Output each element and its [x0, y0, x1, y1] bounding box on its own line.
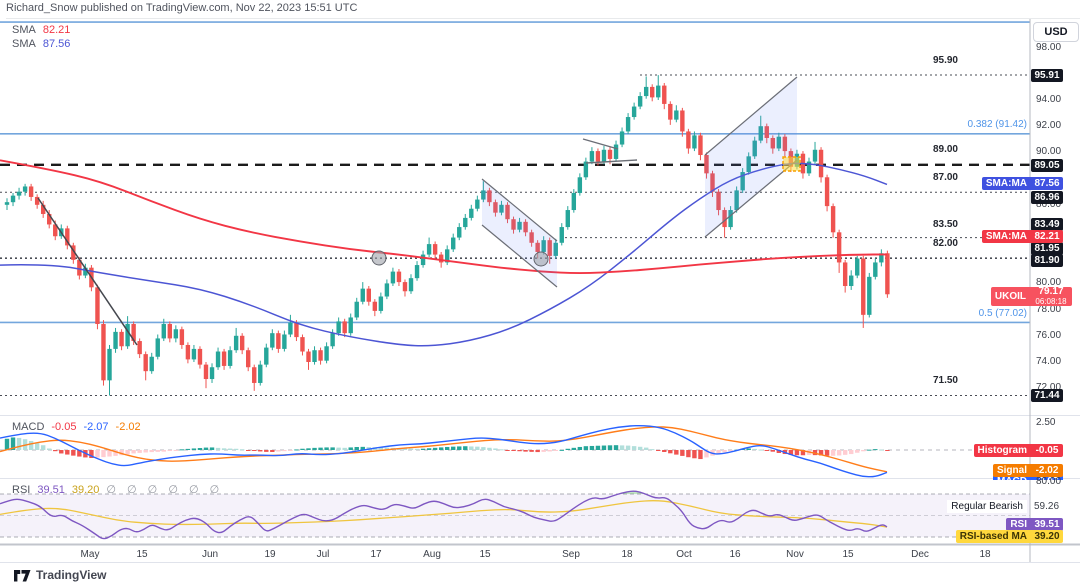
rsi-axis-badge: RSI-based MA 39.20 — [955, 529, 1063, 543]
tradingview-wordmark: TradingView — [36, 568, 107, 582]
price-level-axis-badge: 89.05 — [1031, 158, 1063, 172]
price-level-axis-badge: 81.90 — [1031, 253, 1063, 267]
fib-05-label[interactable]: 0.5 (77.02) — [978, 308, 1027, 319]
macd-badge-value: -2.07 — [1031, 475, 1063, 480]
macd-axis-tick: 2.50 — [1036, 417, 1056, 428]
macd-badge-tag: Histogram — [973, 443, 1031, 457]
sma-badge-tag: SMA:MA — [981, 229, 1031, 243]
macd-pane[interactable] — [0, 424, 1030, 478]
price-level-text-label: 82.00 — [932, 238, 958, 249]
rsi-badge-value: 39.51 — [1031, 517, 1063, 531]
horizontal-level-lines[interactable] — [0, 74, 1030, 397]
rsi-badge-tag: RSI — [1006, 517, 1031, 531]
fib-0382-label[interactable]: 0.382 (91.42) — [967, 119, 1028, 130]
rsi-badge-tag: RSI-based MA — [955, 529, 1031, 543]
symbol-last-price-badge: UKOIL 79.17 06:08:18 — [990, 285, 1072, 306]
fib-retracement-lines[interactable] — [0, 21, 1030, 324]
time-axis-label[interactable]: Sep — [562, 549, 580, 560]
time-axis-label[interactable]: 18 — [621, 549, 633, 560]
macd-badge-tag: MACD — [993, 475, 1031, 480]
rsi-axis-tick: 80.00 — [1036, 476, 1062, 487]
time-axis-label[interactable]: May — [80, 549, 100, 560]
divergence-label[interactable]: Regular Bearish — [947, 499, 1027, 513]
time-axis-label[interactable]: 19 — [264, 549, 276, 560]
price-level-axis-badge: 71.44 — [1031, 388, 1063, 402]
price-axis-tick: 98.00 — [1036, 42, 1062, 53]
time-axis-label[interactable]: Nov — [786, 549, 804, 560]
macd-axis-badge-clipped: MACD-2.07 — [993, 475, 1063, 480]
time-axis-label[interactable]: 15 — [479, 549, 491, 560]
macd-badge-value: -2.02 — [1031, 463, 1063, 477]
rsi-axis-badge: RSI 39.51 — [1006, 517, 1063, 531]
pane-separators — [0, 19, 1080, 563]
time-axis-label[interactable]: Dec — [911, 549, 929, 560]
price-level-axis-badge: 83.49 — [1031, 217, 1063, 231]
price-level-text-label: 83.50 — [932, 219, 958, 230]
sma-axis-badge: SMA:MA 87.56 — [981, 176, 1063, 190]
price-axis-tick: 80.00 — [1036, 277, 1062, 288]
rsi-legend-title: RSI — [12, 484, 31, 496]
time-axis-label[interactable]: Jul — [316, 549, 330, 560]
sma-axis-badge: SMA:MA 82.21 — [981, 229, 1063, 243]
price-axis-tick: 72.00 — [1036, 382, 1062, 393]
rsi-pane[interactable] — [0, 490, 1030, 540]
chart-drawings[interactable] — [37, 76, 801, 346]
sma-slow-legend-value: 87.56 — [42, 38, 71, 50]
time-axis-label[interactable]: 18 — [979, 549, 991, 560]
currency-toggle-button[interactable]: USD — [1033, 22, 1079, 42]
tradingview-attribution[interactable]: TradingView — [14, 568, 106, 582]
sma-fast-legend-value: 82.21 — [42, 24, 71, 36]
symbol-badge-price: 79.17 — [1038, 285, 1064, 297]
price-axis-tick: 76.00 — [1036, 330, 1062, 341]
rsi-badge-value: 39.20 — [1031, 529, 1063, 543]
sma-badge-value: 82.21 — [1031, 229, 1063, 243]
price-axis-tick: 78.00 — [1036, 304, 1062, 315]
price-level-text-label: 87.00 — [932, 172, 958, 183]
macd-legend-title: MACD — [12, 421, 45, 433]
rsi-value: 39.51 — [37, 484, 65, 496]
macd-hist-value: -0.05 — [51, 421, 77, 433]
rsi-empty-inputs: ∅ ∅ ∅ ∅ ∅ ∅ — [106, 484, 224, 496]
time-axis-label[interactable]: Jun — [201, 549, 219, 560]
price-level-text-label: 71.50 — [932, 375, 958, 386]
price-axis-tick: 74.00 — [1036, 356, 1062, 367]
divergence-axis-value: 59.26 — [1034, 500, 1060, 512]
price-axis-tick: 90.00 — [1036, 146, 1062, 157]
sma-badge-value: 87.56 — [1031, 176, 1063, 190]
tradingview-logo-icon — [14, 569, 31, 581]
time-axis-label[interactable]: 15 — [136, 549, 148, 560]
macd-axis-badge: Signal -2.02 — [992, 463, 1063, 477]
symbol-badge-tag: UKOIL — [994, 290, 1026, 302]
price-level-axis-badge: 86.96 — [1031, 190, 1063, 204]
symbol-badge-countdown: 06:08:18 — [1035, 296, 1067, 306]
macd-line-value: -2.07 — [83, 421, 109, 433]
macd-signal-value: -2.02 — [115, 421, 141, 433]
sma-badge-tag: SMA:MA — [981, 176, 1031, 190]
price-level-axis-badge: 95.91 — [1031, 68, 1063, 82]
price-level-text-label: 95.90 — [932, 55, 958, 66]
time-axis-label[interactable]: 15 — [842, 549, 854, 560]
macd-axis-badge: Histogram -0.05 — [973, 443, 1063, 457]
macd-legend[interactable]: MACD -0.05 -2.07 -2.02 — [12, 421, 148, 433]
price-level-text-label: 89.00 — [932, 144, 958, 155]
publish-byline: Richard_Snow published on TradingView.co… — [6, 2, 1080, 19]
time-axis-label[interactable]: Aug — [423, 549, 441, 560]
price-level-axis-badge: 81.95 — [1031, 241, 1063, 255]
rsi-ma-value: 39.20 — [71, 484, 100, 496]
sma-slow-legend-label: SMA — [12, 38, 36, 50]
time-axis-label[interactable]: 17 — [370, 549, 382, 560]
macd-badge-value: -0.05 — [1031, 443, 1063, 457]
sma-fast-legend-label: SMA — [12, 24, 36, 36]
price-axis-tick: 92.00 — [1036, 120, 1062, 131]
time-axis-label[interactable]: 16 — [729, 549, 741, 560]
sma-slow-legend[interactable]: SMA 87.56 — [12, 38, 77, 50]
price-axis-tick: 86.00 — [1036, 199, 1062, 210]
sma-fast-legend[interactable]: SMA 82.21 — [12, 24, 77, 36]
macd-badge-tag: Signal — [992, 463, 1031, 477]
time-axis-label[interactable]: Oct — [676, 549, 692, 560]
rsi-legend[interactable]: RSI 39.51 39.20 ∅ ∅ ∅ ∅ ∅ ∅ — [12, 483, 230, 496]
price-axis-tick: 94.00 — [1036, 94, 1062, 105]
